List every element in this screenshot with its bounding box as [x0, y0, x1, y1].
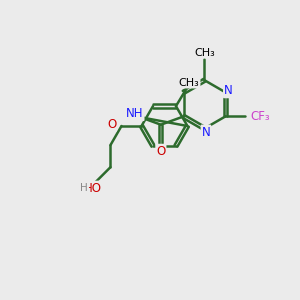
Text: N: N [202, 125, 210, 139]
Text: H: H [80, 183, 88, 193]
Text: O: O [107, 118, 116, 131]
Text: NH: NH [126, 107, 144, 120]
Text: N: N [224, 84, 233, 97]
Text: O: O [156, 145, 166, 158]
Text: CH₃: CH₃ [194, 47, 215, 58]
Text: HO: HO [83, 182, 101, 195]
Text: CH₃: CH₃ [179, 78, 200, 88]
Text: CF₃: CF₃ [250, 110, 270, 123]
